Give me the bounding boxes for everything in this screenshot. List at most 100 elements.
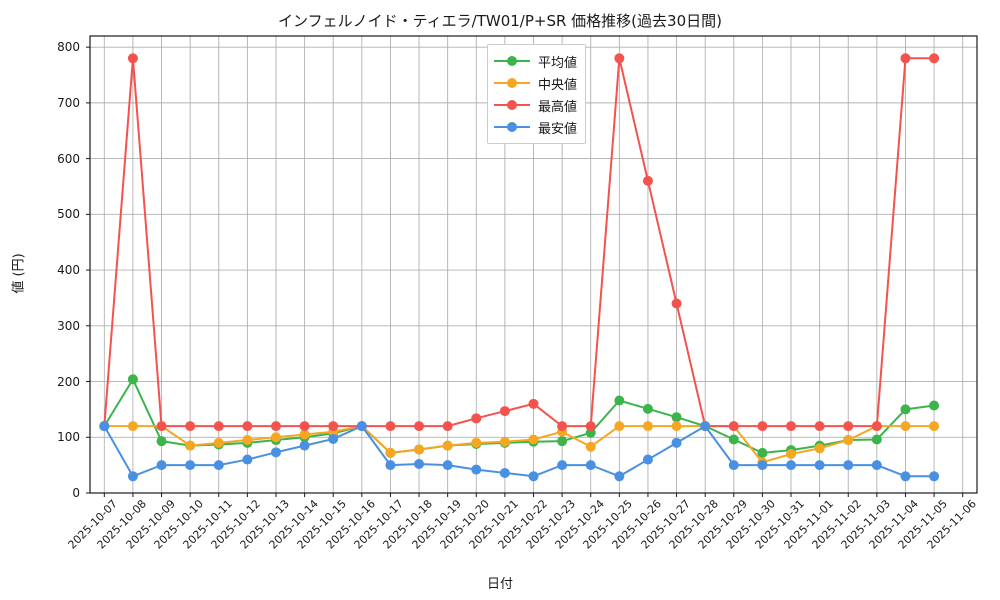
- y-tick-label: 600: [57, 151, 80, 166]
- data-point: [671, 437, 682, 448]
- series-2: [99, 421, 940, 468]
- data-point: [900, 421, 911, 432]
- data-point: [127, 374, 138, 385]
- data-point: [557, 460, 568, 471]
- data-point: [900, 53, 911, 64]
- data-point: [871, 421, 882, 432]
- data-point: [642, 421, 653, 432]
- legend-label: 中央値: [538, 77, 578, 93]
- data-point: [843, 435, 854, 446]
- data-point: [270, 421, 281, 432]
- data-point: [127, 471, 138, 482]
- data-point: [728, 421, 739, 432]
- data-point: [213, 460, 224, 471]
- data-point: [185, 421, 196, 432]
- series-4: [99, 421, 940, 482]
- legend-swatch-icon: [494, 98, 530, 112]
- chart-title: インフェルノイド・ティエラ/TW01/P+SR 価格推移(過去30日間): [278, 12, 722, 30]
- data-point: [528, 434, 539, 445]
- data-point: [471, 464, 482, 475]
- data-point: [700, 421, 711, 432]
- y-tick-label: 800: [57, 40, 80, 55]
- data-point: [614, 471, 625, 482]
- legend-item-2[interactable]: 中央値: [494, 72, 577, 94]
- data-point: [385, 447, 396, 458]
- data-point: [528, 471, 539, 482]
- data-point: [786, 448, 797, 459]
- data-point: [499, 406, 510, 417]
- data-point: [156, 460, 167, 471]
- data-point: [270, 432, 281, 443]
- data-point: [642, 403, 653, 414]
- data-point: [242, 435, 253, 446]
- legend-item-3[interactable]: 最高値: [494, 94, 577, 116]
- data-point: [614, 421, 625, 432]
- data-point: [185, 440, 196, 451]
- data-point: [843, 460, 854, 471]
- legend-item-1[interactable]: 平均値: [494, 50, 577, 72]
- y-tick-label: 700: [57, 95, 80, 110]
- data-point: [270, 447, 281, 458]
- data-point: [871, 434, 882, 445]
- data-point: [757, 447, 768, 458]
- data-point: [671, 298, 682, 309]
- data-point: [786, 460, 797, 471]
- data-point: [127, 53, 138, 64]
- data-point: [642, 175, 653, 186]
- data-point: [585, 441, 596, 452]
- series-3: [99, 53, 940, 432]
- data-point: [328, 421, 339, 432]
- y-tick-label: 100: [57, 430, 80, 445]
- data-point: [385, 421, 396, 432]
- data-point: [442, 460, 453, 471]
- data-series-group: [99, 53, 940, 482]
- data-point: [242, 421, 253, 432]
- data-point: [414, 421, 425, 432]
- data-point: [929, 53, 940, 64]
- y-axis-label: 値 (円): [11, 253, 27, 294]
- data-point: [728, 434, 739, 445]
- data-point: [814, 443, 825, 454]
- data-point: [557, 421, 568, 432]
- data-point: [499, 436, 510, 447]
- data-point: [900, 404, 911, 415]
- data-point: [814, 460, 825, 471]
- data-point: [929, 400, 940, 411]
- data-point: [356, 421, 367, 432]
- data-point: [671, 412, 682, 423]
- data-point: [156, 436, 167, 447]
- data-point: [585, 421, 596, 432]
- data-point: [471, 413, 482, 424]
- data-point: [213, 437, 224, 448]
- data-point: [614, 53, 625, 64]
- legend-label: 最高値: [538, 99, 578, 115]
- data-point: [442, 440, 453, 451]
- data-point: [757, 460, 768, 471]
- legend-swatch-icon: [494, 76, 530, 90]
- data-point: [871, 460, 882, 471]
- data-point: [299, 429, 310, 440]
- legend-label: 最安値: [538, 121, 578, 137]
- legend-swatch-icon: [494, 54, 530, 68]
- data-point: [728, 460, 739, 471]
- data-point: [671, 421, 682, 432]
- legend-item-4[interactable]: 最安値: [494, 116, 577, 138]
- x-axis-label: 日付: [486, 577, 513, 592]
- axis-ticks: [86, 46, 964, 497]
- data-point: [557, 436, 568, 447]
- data-point: [299, 440, 310, 451]
- data-point: [127, 421, 138, 432]
- data-point: [814, 421, 825, 432]
- data-point: [900, 471, 911, 482]
- legend-label: 平均値: [538, 55, 578, 71]
- data-point: [242, 454, 253, 465]
- series-1: [99, 374, 940, 458]
- data-point: [414, 459, 425, 470]
- data-point: [499, 467, 510, 478]
- y-tick-label: 200: [57, 374, 80, 389]
- data-point: [99, 421, 110, 432]
- data-point: [185, 460, 196, 471]
- data-point: [786, 421, 797, 432]
